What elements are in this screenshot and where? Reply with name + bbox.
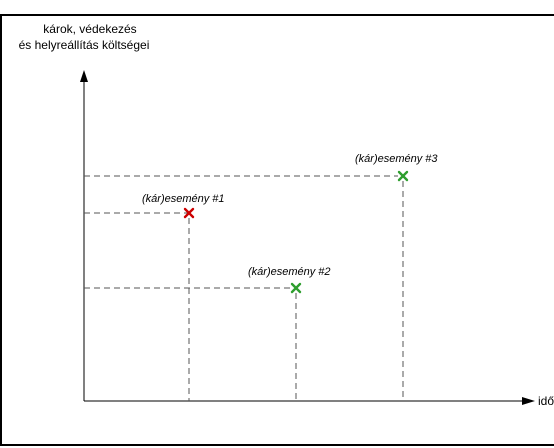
- y-axis-label-line-2: és helyreállítás költségei: [18, 38, 150, 52]
- y-axis-label-line-1: károk, védekezés: [43, 22, 137, 36]
- event-2-x-mark-icon: [290, 282, 302, 294]
- x-axis-label: idő: [538, 394, 554, 408]
- event-1-label: (kár)esemény #1: [142, 193, 225, 205]
- event-1-x-mark-icon: [183, 207, 195, 219]
- event-3-x-mark-icon: [397, 170, 409, 182]
- y-axis-arrow-icon: [80, 70, 88, 82]
- event-2-label: (kár)esemény #2: [248, 266, 331, 278]
- diagram-frame: [0, 14, 554, 446]
- x-axis-arrow-icon: [522, 397, 535, 405]
- event-3-label: (kár)esemény #3: [355, 153, 438, 165]
